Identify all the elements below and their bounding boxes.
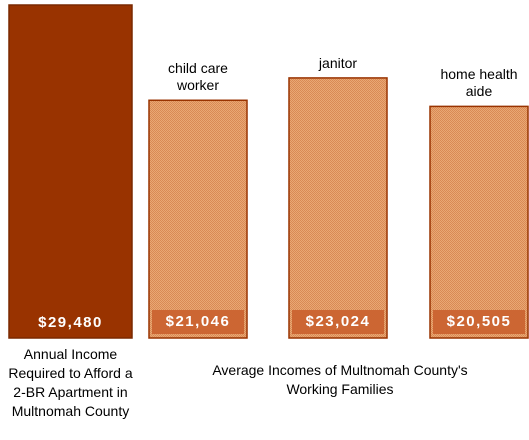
value-label-reference: $29,480 xyxy=(38,314,103,331)
label-reference-line: Required to Afford a xyxy=(8,365,133,381)
label-reference-line: Annual Income xyxy=(23,346,118,362)
bar-reference xyxy=(8,4,133,339)
value-label-0: $21,046 xyxy=(165,313,231,330)
category-label-2: home health xyxy=(440,66,518,83)
bar-2 xyxy=(429,105,529,339)
value-label-2: $20,505 xyxy=(446,313,512,330)
group-label-line: Working Families xyxy=(286,381,394,397)
category-label-0: worker xyxy=(176,77,219,94)
value-box-1 xyxy=(292,310,384,334)
label-reference-line: 2-BR Apartment in xyxy=(13,384,128,400)
bar-0 xyxy=(148,99,248,339)
category-label-1: janitor xyxy=(318,54,358,71)
group-label-line: Average Incomes of Multnomah County's xyxy=(212,362,468,378)
value-label-1: $23,024 xyxy=(305,313,371,330)
category-label-0: child care xyxy=(168,60,228,77)
value-box-2 xyxy=(433,310,525,334)
value-box-0 xyxy=(152,310,244,334)
category-label-2: aide xyxy=(465,83,493,100)
label-reference-line: Multnomah County xyxy=(11,403,130,419)
bar-1 xyxy=(288,77,388,339)
